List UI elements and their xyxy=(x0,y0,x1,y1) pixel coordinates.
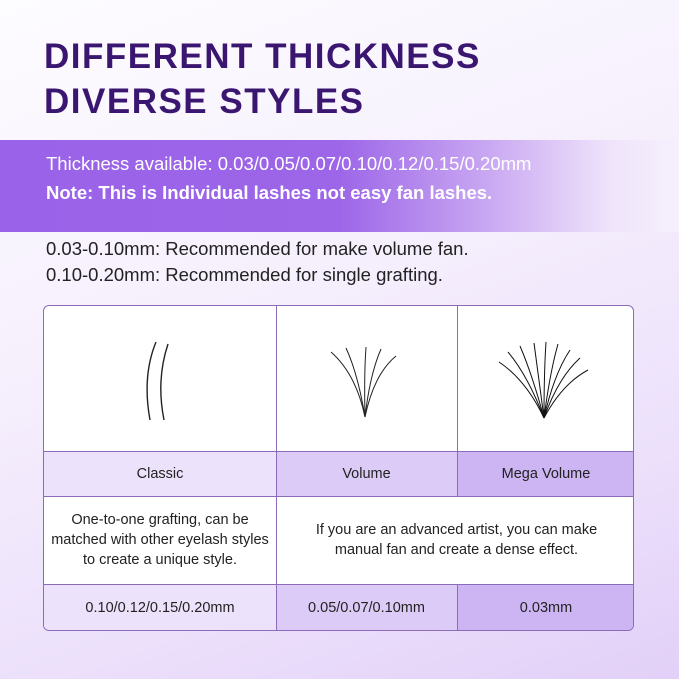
styles-table: Classic Volume Mega Volume One-to-one gr… xyxy=(43,305,634,631)
recommendation: 0.03-0.10mm: Recommended for make volume… xyxy=(46,238,469,259)
title-line-2: DIVERSE STYLES xyxy=(44,82,365,121)
column-divider xyxy=(457,306,458,496)
volume-lash-image xyxy=(330,346,397,418)
mega-volume-lash-image xyxy=(498,341,589,419)
style-volume: Volume xyxy=(276,451,457,496)
size-classic: 0.10/0.12/0.15/0.20mm xyxy=(44,584,276,630)
note: Note: This is Individual lashes not easy… xyxy=(46,182,493,203)
style-classic: Classic xyxy=(44,451,276,496)
column-divider xyxy=(276,306,277,630)
size-volume: 0.05/0.07/0.10mm xyxy=(276,584,457,630)
recommendations: 0.03-0.10mm: Recommended for make volume… xyxy=(46,236,469,288)
thickness-available: Thickness available: 0.03/0.05/0.07/0.10… xyxy=(46,153,532,174)
row-divider xyxy=(44,496,633,497)
classic-description: One-to-one grafting, can be matched with… xyxy=(51,512,269,568)
row-divider xyxy=(44,584,633,585)
size-mega-volume: 0.03mm xyxy=(457,584,633,630)
recommendation: 0.10-0.20mm: Recommended for single graf… xyxy=(46,264,443,285)
title-line-1: DIFFERENT THICKNESS xyxy=(44,37,481,76)
column-divider xyxy=(457,584,458,630)
info-band: Thickness available: 0.03/0.05/0.07/0.10… xyxy=(0,140,679,232)
page-title: DIFFERENT THICKNESS DIVERSE STYLES xyxy=(44,34,481,124)
volume-description: If you are an advanced artist, you can m… xyxy=(315,522,598,558)
classic-lash-image xyxy=(146,341,169,421)
row-divider xyxy=(44,451,633,452)
style-mega-volume: Mega Volume xyxy=(457,451,633,496)
